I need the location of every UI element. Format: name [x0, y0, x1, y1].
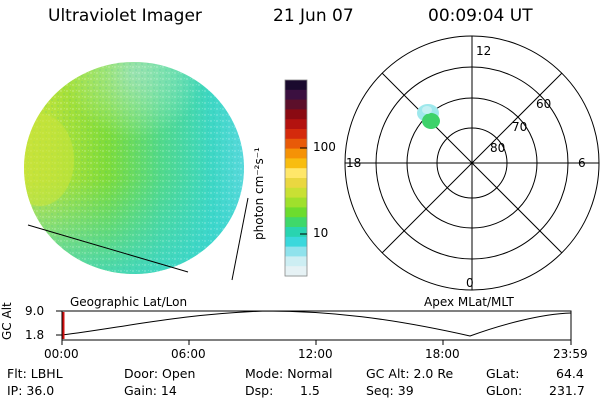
glat-label: GLat:: [486, 366, 520, 381]
colorbar-cell: [285, 197, 307, 208]
mlt-label-0: 0: [466, 276, 474, 290]
date-label: 21 Jun 07: [273, 6, 354, 26]
colorbar-cell: [285, 119, 307, 130]
colorbar-cell: [285, 89, 307, 101]
auroral-spot: [417, 104, 440, 129]
colorbar-cell: [285, 236, 307, 248]
time-tick-2359: 23:59: [553, 347, 588, 361]
polar-plot: [344, 35, 600, 291]
seq-info: Seq: 39: [366, 383, 414, 398]
alt-tick-1-8: 1.8: [25, 328, 45, 342]
colorbar-cell: [285, 227, 307, 238]
glon-value: 231.7: [549, 383, 585, 398]
dsp-value: 1.5: [300, 383, 320, 398]
colorbar-cell: [285, 80, 307, 91]
colorbar-tick-100: 100: [313, 140, 336, 154]
mlat-label-80: 80: [490, 141, 506, 155]
colorbar-cell: [285, 266, 307, 277]
globe-panel-label: Geographic Lat/Lon: [70, 295, 188, 309]
mlat-label-60: 60: [536, 97, 552, 111]
dsp-label: Dsp:: [245, 383, 274, 398]
altitude-strip: [56, 310, 572, 345]
colorbar-cell: [285, 129, 307, 140]
colorbar-unit-label: photon cm⁻²s⁻¹: [252, 147, 266, 240]
colorbar-cell: [285, 168, 307, 179]
colorbar-cell: [285, 148, 307, 159]
time-tick-1200: 12:00: [298, 347, 333, 361]
colorbar-cell: [285, 207, 307, 218]
colorbar-cells: [285, 80, 307, 277]
time-label: 00:09:04 UT: [428, 6, 533, 26]
flt-info: Flt: LBHL: [7, 366, 63, 381]
mlt-label-6: 6: [578, 156, 586, 170]
colorbar-cell: [285, 99, 307, 110]
colorbar: [284, 79, 308, 277]
gc-alt-axis-label: GC Alt: [0, 302, 14, 340]
time-tick-0000: 00:00: [44, 347, 79, 361]
colorbar-cell: [285, 187, 307, 199]
mlat-label-70: 70: [512, 120, 528, 134]
door-info: Door: Open: [124, 366, 196, 381]
mode-info: Mode: Normal: [245, 366, 333, 381]
glon-label: GLon:: [486, 383, 523, 398]
mlt-label-18: 18: [346, 156, 362, 170]
colorbar-cell: [285, 178, 307, 189]
colorbar-cell: [285, 109, 307, 120]
colorbar-cell: [285, 138, 307, 150]
globe-image: [24, 62, 249, 281]
time-tick-1800: 18:00: [425, 347, 460, 361]
gain-info: Gain: 14: [124, 383, 177, 398]
colorbar-cell: [285, 246, 307, 257]
colorbar-cell: [285, 217, 307, 228]
glat-value: 64.4: [556, 366, 584, 381]
instrument-title: Ultraviolet Imager: [48, 6, 202, 26]
colorbar-cell: [285, 158, 307, 169]
alt-tick-9: 9.0: [25, 304, 45, 318]
mlt-label-12: 12: [476, 44, 492, 58]
gc-alt-info: GC Alt: 2.0 Re: [366, 366, 454, 381]
polar-panel-label: Apex MLat/MLT: [424, 295, 514, 309]
colorbar-cell: [285, 256, 307, 267]
colorbar-tick-10: 10: [313, 226, 329, 240]
time-tick-0600: 06:00: [171, 347, 206, 361]
ip-info: IP: 36.0: [7, 383, 55, 398]
